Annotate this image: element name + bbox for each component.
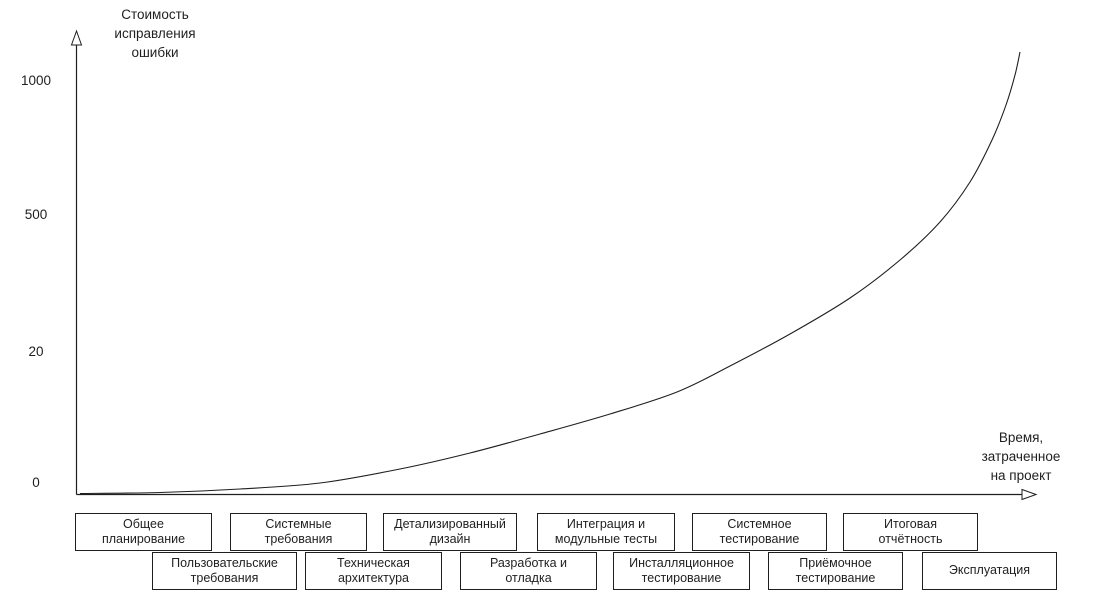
phase-label: Интеграция и модульные тесты bbox=[554, 516, 658, 547]
phase-box: Разработка и отладка bbox=[460, 552, 597, 590]
y-tick-20: 20 bbox=[28, 344, 44, 359]
phase-box: Итоговая отчётность bbox=[843, 513, 978, 551]
x-axis-title: Время, затраченное на проект bbox=[981, 430, 1061, 483]
phase-label: Детализированный дизайн bbox=[394, 516, 506, 547]
phase-label: Системные требования bbox=[264, 516, 333, 547]
phase-label: Итоговая отчётность bbox=[878, 516, 943, 547]
y-tick-1000: 1000 bbox=[20, 73, 52, 88]
y-axis-title: Стоимость исправления ошибки bbox=[114, 7, 196, 60]
phase-box: Пользовательские требования bbox=[152, 552, 297, 590]
phase-label: Приёмочное тестирование bbox=[795, 555, 876, 586]
phase-label: Разработка и отладка bbox=[489, 555, 568, 586]
y-tick-0: 0 bbox=[32, 475, 40, 490]
phase-label: Пользовательские требования bbox=[171, 555, 278, 586]
phase-box: Техническая архитектура bbox=[305, 552, 442, 590]
x-axis-arrowhead-icon bbox=[1021, 488, 1038, 501]
phase-box: Системное тестирование bbox=[692, 513, 827, 551]
phase-label: Эксплуатация bbox=[948, 563, 1031, 578]
phase-label: Общее планирование bbox=[101, 516, 186, 547]
cost-curve bbox=[79, 51, 1021, 495]
y-tick-500: 500 bbox=[24, 207, 48, 222]
phase-label: Техническая архитектура bbox=[337, 555, 410, 586]
phase-box: Приёмочное тестирование bbox=[768, 552, 903, 590]
phase-box: Общее планирование bbox=[75, 513, 212, 551]
phase-box: Детализированный дизайн bbox=[383, 513, 517, 551]
phase-row-top: Общее планирование Системные требования Де… bbox=[0, 513, 1099, 551]
phase-box: Системные требования bbox=[230, 513, 367, 551]
phase-box: Интеграция и модульные тесты bbox=[537, 513, 675, 551]
phase-box: Эксплуатация bbox=[922, 552, 1057, 590]
phase-label: Системное тестирование bbox=[719, 516, 800, 547]
phase-row-bottom: Пользовательские требования Техническая а… bbox=[0, 552, 1099, 590]
y-axis-arrowhead-icon bbox=[70, 29, 83, 46]
phase-box: Инсталляционное тестирование bbox=[613, 552, 750, 590]
phase-label: Инсталляционное тестирование bbox=[629, 555, 734, 586]
